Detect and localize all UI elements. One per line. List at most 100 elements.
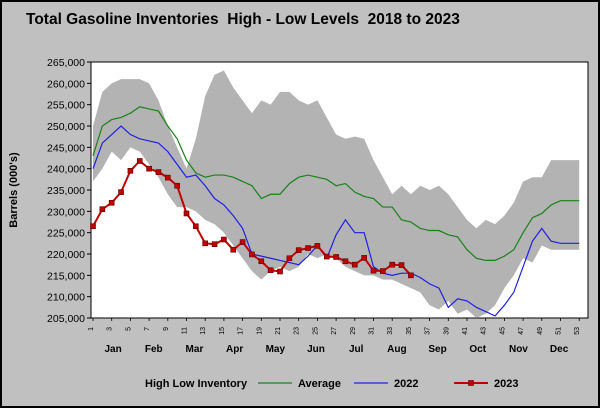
series-2023-point (239, 239, 246, 245)
x-tick-label: 25 (312, 327, 319, 335)
series-2023-point (351, 261, 358, 268)
series-2023-point (174, 182, 180, 189)
month-label: Jun (307, 344, 325, 355)
x-tick-label: 29 (350, 327, 357, 335)
series-2023-point (118, 189, 124, 195)
x-tick-label: 11 (182, 327, 189, 334)
month-label: Nov (509, 344, 528, 355)
series-2023-point (314, 243, 321, 249)
month-label: Feb (145, 344, 163, 355)
series-2023-point (221, 236, 227, 243)
series-2023-point (267, 267, 274, 274)
chart-title: Total Gasoline Inventories High - Low Le… (26, 11, 460, 28)
legend-label: 2022 (394, 378, 418, 390)
series-2023-point (183, 210, 190, 217)
series-2023-point (202, 240, 208, 247)
series-2023-point (230, 246, 237, 253)
series-2023-point (211, 241, 218, 247)
series-2023-point (286, 255, 293, 262)
x-tick-label: 45 (499, 327, 506, 335)
series-2023-point (305, 245, 311, 251)
series-2023-point (249, 251, 255, 258)
x-tick-label: 9 (163, 327, 170, 331)
month-label: Aug (387, 344, 406, 355)
y-tick-label: 260,000 (47, 78, 85, 90)
series-2023-point (389, 261, 396, 268)
legend-label: Average (298, 378, 341, 390)
series-2023-point (380, 268, 386, 274)
series-lines (90, 106, 580, 317)
series-2023-point (342, 258, 349, 265)
x-tick-label: 17 (238, 327, 245, 335)
x-tick-label: 51 (556, 327, 563, 335)
series-2023-point (398, 262, 405, 268)
y-tick-label: 235,000 (47, 185, 85, 197)
x-tick-label: 35 (406, 327, 413, 335)
series-2023-point (361, 255, 367, 261)
series-2023-point (277, 268, 283, 275)
series-average-line (92, 106, 580, 261)
y-tick-label: 250,000 (47, 121, 85, 133)
axes: 205,000 210,000 215,000 220,000 225,000 230,0… (47, 57, 581, 355)
y-tick-label: 245,000 (47, 142, 85, 154)
x-tick-label: 49 (537, 327, 544, 335)
month-label: Dec (550, 344, 569, 355)
y-tick-label: 230,000 (47, 206, 85, 218)
x-tick-label: 7 (144, 327, 151, 331)
x-tick-label: 39 (443, 327, 450, 335)
y-tick-label: 225,000 (47, 228, 85, 240)
month-label: Oct (469, 344, 486, 355)
month-label: Sep (428, 344, 446, 355)
series-2023-point (333, 254, 339, 260)
x-tick-label: 21 (275, 327, 282, 335)
series-2023-point (155, 169, 162, 175)
y-tick-label: 220,000 (47, 249, 85, 261)
y-tick-label: 265,000 (47, 57, 85, 69)
month-label: May (266, 344, 286, 355)
series-2022-line (92, 125, 580, 317)
month-label: Mar (186, 344, 204, 355)
x-tick-label: 13 (200, 327, 207, 335)
x-tick-label: 41 (462, 327, 469, 335)
month-label: Apr (226, 344, 243, 355)
x-tick-label: 5 (125, 327, 132, 331)
band-area (93, 70, 580, 319)
legend-label: High Low Inventory (145, 378, 248, 390)
x-tick-label: 27 (331, 327, 338, 335)
y-tick-label: 210,000 (47, 292, 85, 304)
y-tick-label: 215,000 (47, 270, 85, 282)
x-tick-label: 19 (256, 327, 263, 335)
x-tick-label: 43 (481, 327, 488, 335)
series-2023-point (295, 247, 302, 253)
x-tick-label: 23 (294, 327, 301, 335)
high-low-band (93, 70, 580, 319)
y-tick-label: 255,000 (47, 100, 85, 112)
legend-label: 2023 (494, 378, 518, 390)
series-2023-point (370, 267, 377, 274)
x-tick-label: 1 (88, 327, 95, 331)
y-axis-label: Barrels (000's) (8, 152, 20, 228)
legend-marker (468, 380, 474, 386)
x-tick-label: 33 (387, 327, 394, 335)
x-tick-label: 37 (425, 327, 432, 335)
series-2023-point (90, 223, 96, 230)
series-2023-point (165, 174, 171, 181)
month-label: Jul (349, 344, 364, 355)
y-tick-label: 240,000 (47, 164, 85, 176)
y-tick-label: 205,000 (47, 313, 85, 325)
legend: High Low Inventory Average 2022 2023 (145, 378, 518, 390)
series-2023-point (193, 223, 199, 230)
x-tick-label: 3 (107, 327, 114, 331)
series-2023-point (323, 253, 330, 260)
series-2023-point (258, 258, 265, 265)
month-label: Jan (104, 344, 121, 355)
x-tick-label: 31 (369, 327, 376, 335)
series-2023-point (136, 158, 143, 164)
series-2023-point (108, 200, 115, 206)
x-tick-label: 15 (219, 327, 226, 335)
series-2023-point (408, 272, 414, 279)
series-2023-point (127, 168, 134, 174)
series-2023-point (99, 206, 106, 212)
